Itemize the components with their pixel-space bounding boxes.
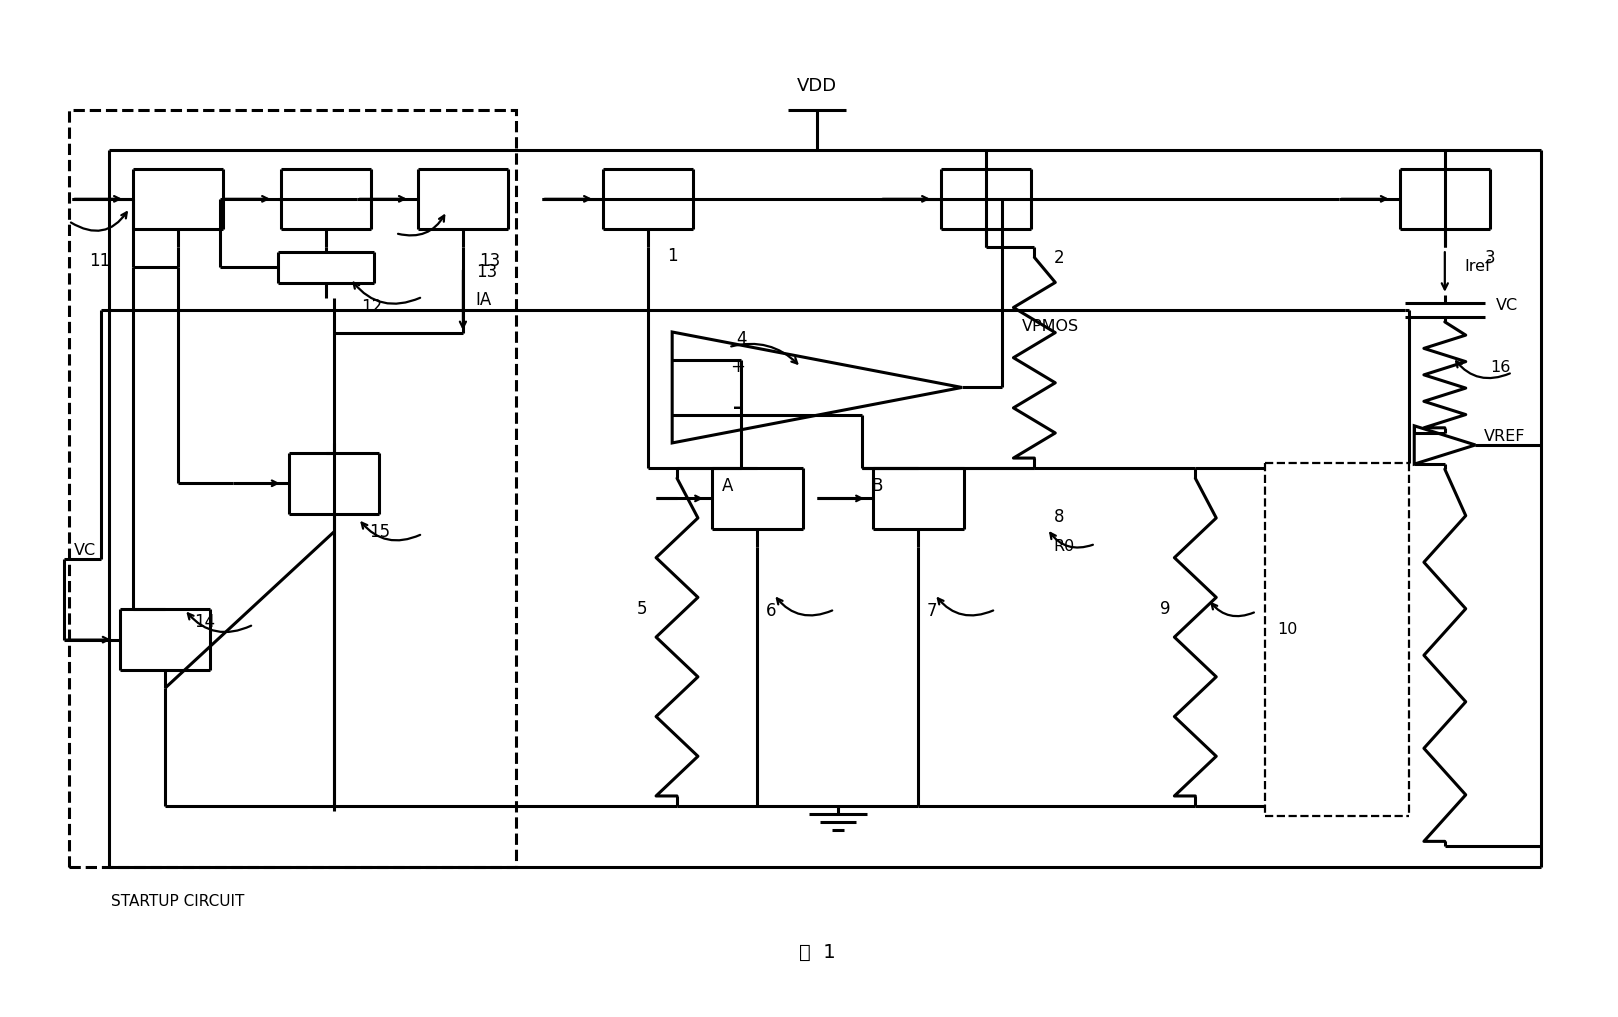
Text: 13: 13 <box>476 263 497 282</box>
Text: 12: 12 <box>361 298 383 315</box>
Text: VC: VC <box>1497 298 1518 313</box>
Text: 13: 13 <box>479 252 500 271</box>
Text: 3: 3 <box>1485 249 1495 267</box>
Text: 4: 4 <box>736 331 748 348</box>
Text: 2: 2 <box>1053 249 1065 267</box>
Text: 6: 6 <box>765 602 777 620</box>
Text: 15: 15 <box>369 523 390 541</box>
Text: 8: 8 <box>1053 507 1065 526</box>
Text: 9: 9 <box>1160 600 1170 618</box>
Text: +: + <box>730 358 744 376</box>
Text: A: A <box>722 477 733 495</box>
Text: 10: 10 <box>1278 622 1298 637</box>
Text: 1: 1 <box>667 247 678 265</box>
Text: 5: 5 <box>637 600 647 618</box>
Text: 16: 16 <box>1490 360 1510 375</box>
Text: VDD: VDD <box>798 77 837 95</box>
Text: 图  1: 图 1 <box>799 943 835 962</box>
Text: VC: VC <box>74 543 95 558</box>
Text: -: - <box>733 398 741 417</box>
Text: R0: R0 <box>1053 539 1074 554</box>
Text: VPMOS: VPMOS <box>1021 319 1079 335</box>
Text: Iref: Iref <box>1464 259 1490 275</box>
Text: STARTUP CIRCUIT: STARTUP CIRCUIT <box>112 894 244 909</box>
Text: B: B <box>872 477 883 495</box>
Text: 7: 7 <box>927 602 937 620</box>
Text: VREF: VREF <box>1484 429 1524 444</box>
Text: IA: IA <box>476 291 492 309</box>
Text: 11: 11 <box>89 252 110 271</box>
Text: 14: 14 <box>194 613 215 632</box>
